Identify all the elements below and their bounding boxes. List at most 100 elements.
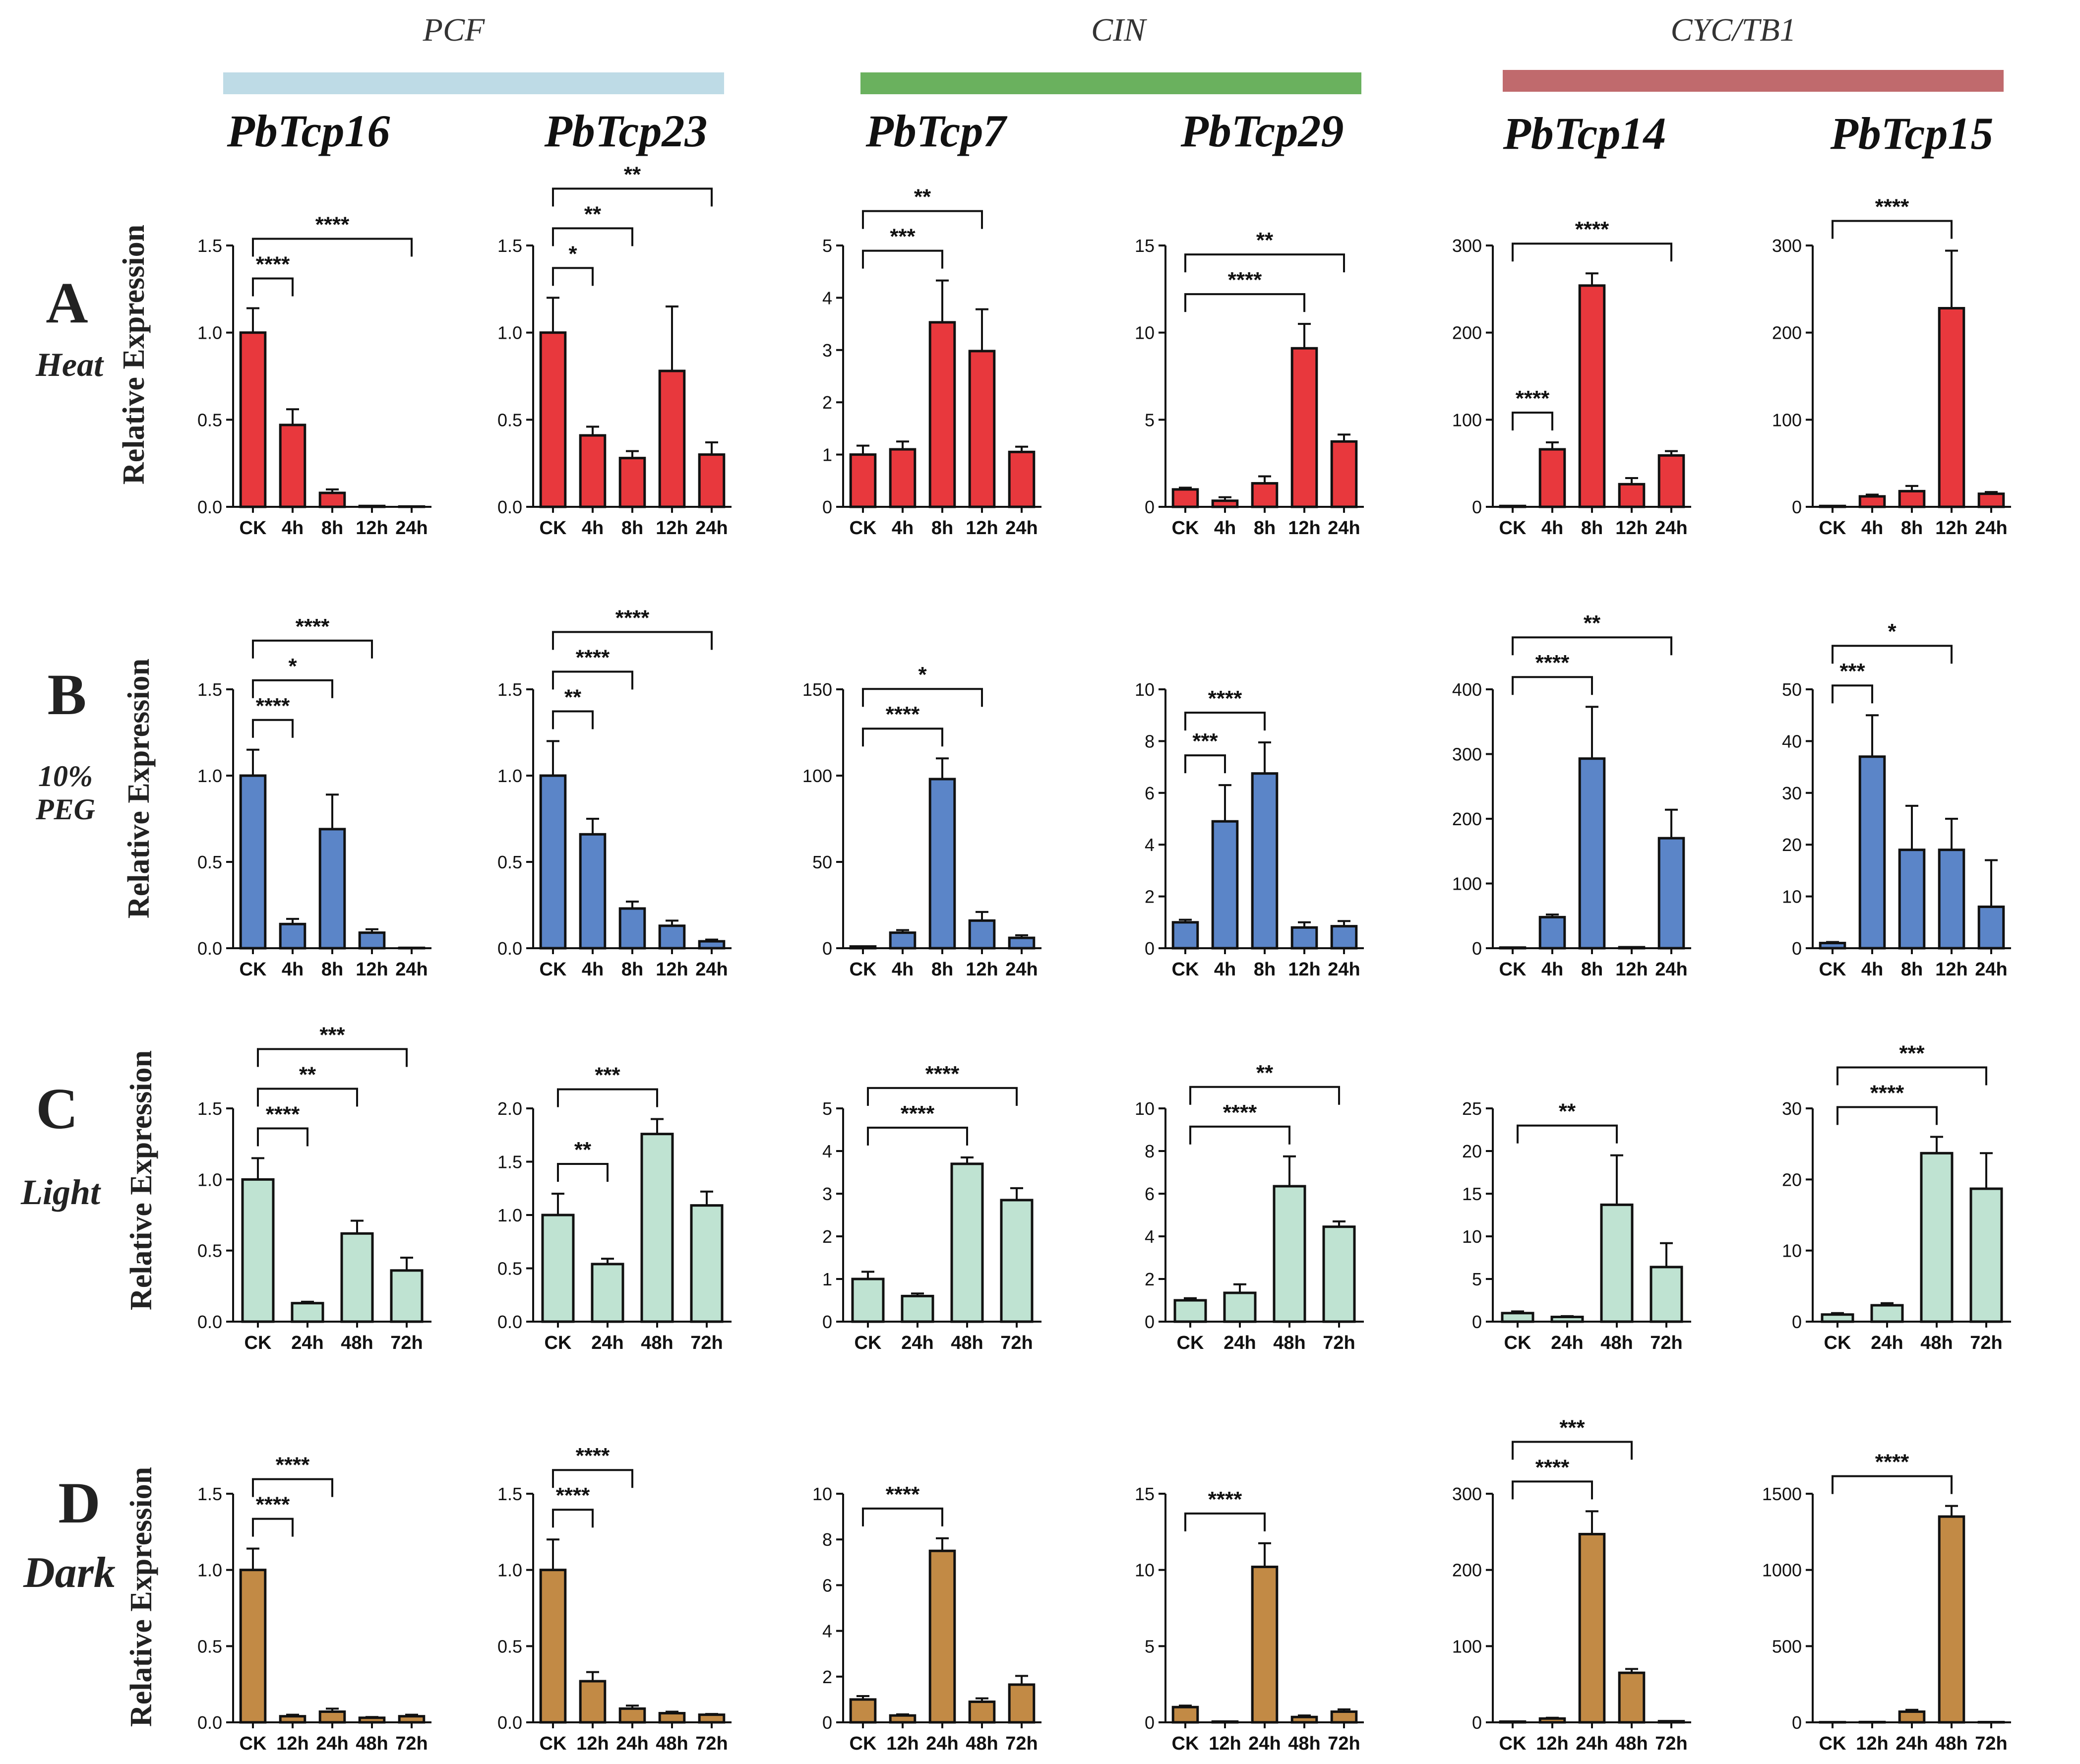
- x-tick-label: 24h: [591, 1333, 623, 1353]
- y-tick-label: 0.5: [497, 410, 522, 430]
- y-tick-label: 4: [1145, 1226, 1155, 1247]
- y-tick-label: 0: [822, 1312, 832, 1332]
- y-tick-label: 6: [822, 1575, 832, 1595]
- y-axis-title-row-d: Relative Expression: [124, 1467, 158, 1727]
- bar: [592, 1264, 623, 1322]
- y-tick-label: 8: [822, 1529, 832, 1550]
- y-tick-label: 0: [1472, 497, 1482, 517]
- significance-label: ***: [1559, 1415, 1585, 1440]
- y-tick-label: 0: [1145, 938, 1155, 959]
- x-tick-label: 12h: [356, 959, 388, 980]
- x-tick-label: 12h: [1536, 1733, 1568, 1754]
- y-tick-label: 100: [1452, 410, 1482, 430]
- y-tick-label: 0.0: [497, 938, 522, 959]
- x-tick-label: 48h: [641, 1333, 673, 1353]
- significance-label: ****: [315, 212, 350, 237]
- bar: [890, 1715, 915, 1722]
- x-tick-label: 4h: [1861, 518, 1883, 539]
- bar: [851, 455, 875, 507]
- y-tick-label: 1.5: [497, 679, 522, 700]
- significance-label: **: [1584, 611, 1601, 635]
- x-tick-label: CK: [1499, 959, 1527, 980]
- bar: [280, 1716, 305, 1722]
- x-tick-label: 12h: [1615, 959, 1648, 980]
- x-tick-label: 12h: [356, 518, 388, 539]
- significance-label: *: [1888, 619, 1896, 644]
- y-tick-label: 5: [822, 1098, 832, 1119]
- bar: [853, 1279, 883, 1322]
- x-tick-label: 24h: [1328, 518, 1360, 539]
- bar: [642, 1134, 673, 1322]
- y-tick-label: 1.0: [497, 766, 522, 786]
- significance-label: ****: [1875, 195, 1909, 219]
- significance-label: ****: [576, 645, 610, 669]
- significance-label: ***: [319, 1023, 345, 1047]
- clade-label-cyc-tb1: CYC/TB1: [1670, 12, 1796, 48]
- y-tick-label: 0: [1792, 497, 1802, 517]
- x-tick-label: 8h: [621, 518, 643, 539]
- x-tick-label: 72h: [695, 1733, 728, 1754]
- bar: [1822, 1315, 1853, 1322]
- significance-label: ****: [925, 1062, 960, 1086]
- y-axis-title-row-a: Relative Expression: [117, 225, 151, 485]
- y-tick-label: 0: [1792, 938, 1802, 959]
- bar: [1979, 907, 2004, 948]
- bar: [280, 924, 305, 948]
- x-tick-label: 48h: [1935, 1733, 1967, 1754]
- x-tick-label: 24h: [1328, 959, 1360, 980]
- x-tick-label: 8h: [1901, 518, 1923, 539]
- x-tick-label: 8h: [1581, 518, 1603, 539]
- bar: [320, 493, 345, 507]
- significance-label: ****: [1208, 686, 1242, 711]
- y-tick-label: 8: [1145, 731, 1155, 751]
- x-tick-label: CK: [850, 518, 877, 539]
- y-tick-label: 0.0: [497, 1712, 522, 1733]
- bar: [391, 1271, 422, 1322]
- y-tick-label: 1.5: [197, 1484, 222, 1504]
- y-tick-label: 10: [1135, 679, 1155, 700]
- y-tick-label: 25: [1462, 1098, 1482, 1119]
- x-tick-label: 4h: [1214, 959, 1236, 980]
- y-tick-label: 500: [1772, 1636, 1802, 1656]
- bar: [1500, 1721, 1525, 1722]
- bar: [970, 351, 994, 507]
- bar: [342, 1233, 372, 1322]
- bar: [320, 1711, 345, 1722]
- bar: [1009, 1685, 1034, 1722]
- significance-label: *: [568, 242, 577, 266]
- y-tick-label: 50: [1782, 679, 1802, 700]
- x-tick-label: 24h: [395, 959, 428, 980]
- bar: [1939, 850, 1964, 948]
- y-tick-label: 5: [1145, 410, 1155, 430]
- y-tick-label: 0: [1472, 1712, 1482, 1733]
- y-tick-label: 1: [822, 445, 832, 465]
- x-tick-label: 12h: [1288, 959, 1320, 980]
- x-tick-label: 24h: [1551, 1333, 1583, 1353]
- bar: [1173, 1707, 1198, 1722]
- x-tick-label: 24h: [1576, 1733, 1608, 1754]
- x-tick-label: 24h: [695, 959, 728, 980]
- x-tick-label: 12h: [966, 959, 998, 980]
- x-tick-label: 8h: [931, 518, 953, 539]
- x-tick-label: 8h: [321, 959, 343, 980]
- bar: [1971, 1189, 2002, 1322]
- x-tick-label: CK: [1499, 518, 1527, 539]
- y-axis-title-row-c: Relative Expression: [124, 1050, 158, 1310]
- x-tick-label: 72h: [1000, 1333, 1033, 1353]
- y-tick-label: 100: [1772, 410, 1802, 430]
- x-tick-label: 24h: [1975, 518, 2007, 539]
- significance-label: ****: [296, 614, 330, 639]
- x-tick-label: 4h: [1861, 959, 1883, 980]
- y-tick-label: 150: [802, 679, 832, 700]
- y-tick-label: 0.0: [497, 497, 522, 517]
- bar: [1001, 1200, 1032, 1322]
- row-label-light: Light: [20, 1172, 101, 1212]
- y-tick-label: 10: [1135, 1098, 1155, 1119]
- bar: [1580, 286, 1604, 507]
- bar: [930, 322, 955, 507]
- significance-label: **: [1256, 1061, 1274, 1085]
- x-tick-label: 4h: [582, 518, 604, 539]
- y-tick-label: 0: [1145, 497, 1155, 517]
- x-tick-label: 24h: [1871, 1333, 1903, 1353]
- bar: [580, 435, 605, 507]
